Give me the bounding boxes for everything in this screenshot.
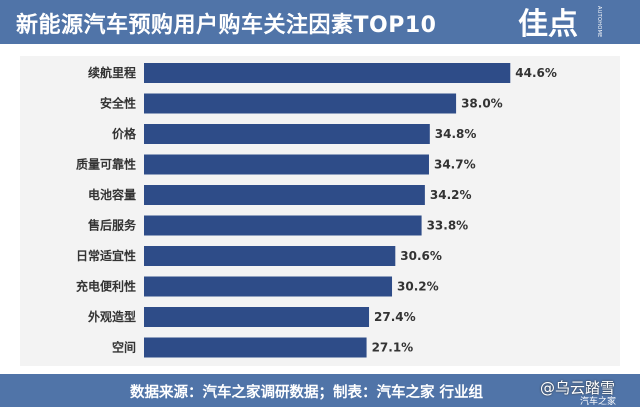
page-title: 新能源汽车预购用户购车关注因素TOP10 [16, 13, 437, 38]
value-label: 33.8% [427, 219, 469, 233]
value-label: 30.6% [400, 249, 442, 263]
title-bar: 新能源汽车预购用户购车关注因素TOP10 佳点 AUTOHOME [0, 0, 640, 44]
value-label: 34.2% [430, 188, 472, 202]
bar-chart: 续航里程 44.6% 安全性 38.0% 价格 34.8% 质量可靠性 34.7% 电池容量 34… [76, 63, 557, 358]
category-label: 价格 [112, 126, 137, 141]
bar [144, 93, 457, 114]
category-label: 质量可靠性 [76, 157, 136, 172]
watermark-sub: 汽车之家 [580, 397, 617, 407]
value-label: 27.1% [372, 341, 414, 355]
category-label: 电池容量 [88, 187, 136, 202]
logo-side-text: AUTOHOME [596, 6, 602, 38]
chart-area: 续航里程 44.6% 安全性 38.0% 价格 34.8% 质量可靠性 34.7% 电池容量 34… [20, 56, 620, 366]
category-label: 售后服务 [88, 218, 137, 233]
category-label: 外观造型 [88, 309, 136, 324]
bar [144, 215, 422, 236]
bar [144, 154, 429, 175]
watermark: @乌云踏雪 [540, 379, 616, 397]
value-label: 27.4% [374, 310, 416, 324]
value-label: 34.7% [434, 158, 476, 172]
bar [144, 63, 511, 83]
bar [144, 307, 370, 327]
svg-text:佳点: 佳点 [518, 7, 578, 40]
bar [144, 276, 393, 297]
logo-icon: 佳点 [518, 7, 578, 40]
bar [144, 185, 425, 205]
source-note: 数据来源：汽车之家调研数据；制表：汽车之家 行业组 [130, 385, 484, 401]
category-label: 日常适宜性 [76, 248, 136, 263]
bar [144, 246, 396, 266]
value-label: 38.0% [461, 97, 503, 111]
value-label: 44.6% [515, 66, 557, 80]
bar [144, 124, 430, 144]
category-label: 续航里程 [88, 65, 136, 80]
footer-bar: 数据来源：汽车之家调研数据；制表：汽车之家 行业组 @乌云踏雪 [0, 374, 640, 407]
value-label: 30.2% [397, 280, 439, 294]
bar [144, 337, 367, 358]
category-label: 安全性 [100, 96, 136, 111]
value-label: 34.8% [435, 127, 477, 141]
category-label: 空间 [112, 340, 136, 355]
category-label: 充电便利性 [76, 279, 136, 294]
